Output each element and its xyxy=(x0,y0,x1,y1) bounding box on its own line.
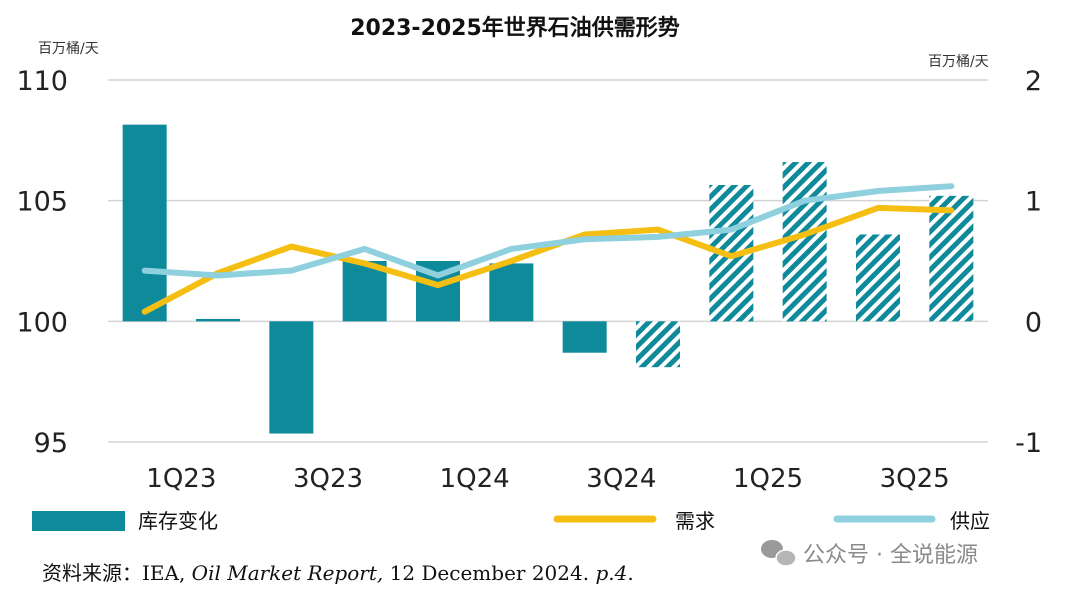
x-tick-label: 1Q24 xyxy=(440,464,510,494)
wechat-icon xyxy=(761,540,797,567)
inventory-bar-4Q23 xyxy=(342,261,387,322)
x-tick-label: 1Q25 xyxy=(733,464,803,494)
supply-line xyxy=(141,183,955,279)
left-axis-unit: 百万桶/天 xyxy=(38,41,99,57)
source-page: p.4 xyxy=(595,561,627,585)
source-end: . xyxy=(627,561,633,585)
right-tick-label: -1 xyxy=(1015,428,1042,459)
right-tick-label: 1 xyxy=(1025,187,1042,218)
x-tick-label: 1Q23 xyxy=(146,464,216,494)
inventory-bar-4Q24 xyxy=(636,321,680,368)
source-publication: Oil Market Report, xyxy=(192,561,384,585)
inventory-bar-3Q24 xyxy=(562,321,607,353)
legend-label-demand: 需求 xyxy=(675,509,715,533)
inventory-bar-4Q25 xyxy=(929,195,974,322)
inventory-bar-3Q25 xyxy=(856,234,900,322)
left-tick-label: 100 xyxy=(16,307,68,338)
chart-title: 2023-2025年世界石油供需形势 xyxy=(350,15,680,41)
legend: 库存变化 需求 供应 xyxy=(32,509,990,533)
inventory-bar-1Q23 xyxy=(122,124,167,322)
series-lines xyxy=(141,183,955,315)
source-note: 资料来源：IEA, Oil Market Report, 12 December… xyxy=(42,561,634,585)
left-tick-label: 95 xyxy=(34,428,68,459)
source-date: 12 December 2024. xyxy=(383,561,595,585)
left-y-axis: 110 105 100 95 xyxy=(16,66,68,459)
source-prefix: 资料来源：IEA, xyxy=(42,561,192,585)
watermark-text: 公众号 · 全说能源 xyxy=(803,543,978,568)
x-tick-label: 3Q24 xyxy=(586,464,656,494)
right-tick-label: 0 xyxy=(1025,307,1042,338)
right-tick-label: 2 xyxy=(1025,66,1042,97)
x-axis: 1Q23 3Q23 1Q24 3Q24 1Q25 3Q25 xyxy=(146,464,949,494)
inventory-bar-2Q23 xyxy=(196,318,240,322)
left-tick-label: 105 xyxy=(16,187,68,218)
inventory-bar-2Q24 xyxy=(489,263,534,322)
right-y-axis: 2 1 0 -1 xyxy=(1015,66,1042,459)
demand-line xyxy=(141,204,955,315)
legend-swatch-inventory xyxy=(32,511,125,531)
left-tick-label: 110 xyxy=(16,66,68,97)
watermark: 公众号 · 全说能源 xyxy=(761,540,978,568)
gridlines xyxy=(108,79,988,443)
legend-label-supply: 供应 xyxy=(950,509,990,533)
x-tick-label: 3Q25 xyxy=(880,464,950,494)
inventory-bar-3Q23 xyxy=(269,321,314,434)
x-tick-label: 3Q23 xyxy=(293,464,363,494)
legend-label-inventory: 库存变化 xyxy=(138,509,218,533)
right-axis-unit: 百万桶/天 xyxy=(928,54,989,70)
inventory-bars xyxy=(122,124,974,434)
